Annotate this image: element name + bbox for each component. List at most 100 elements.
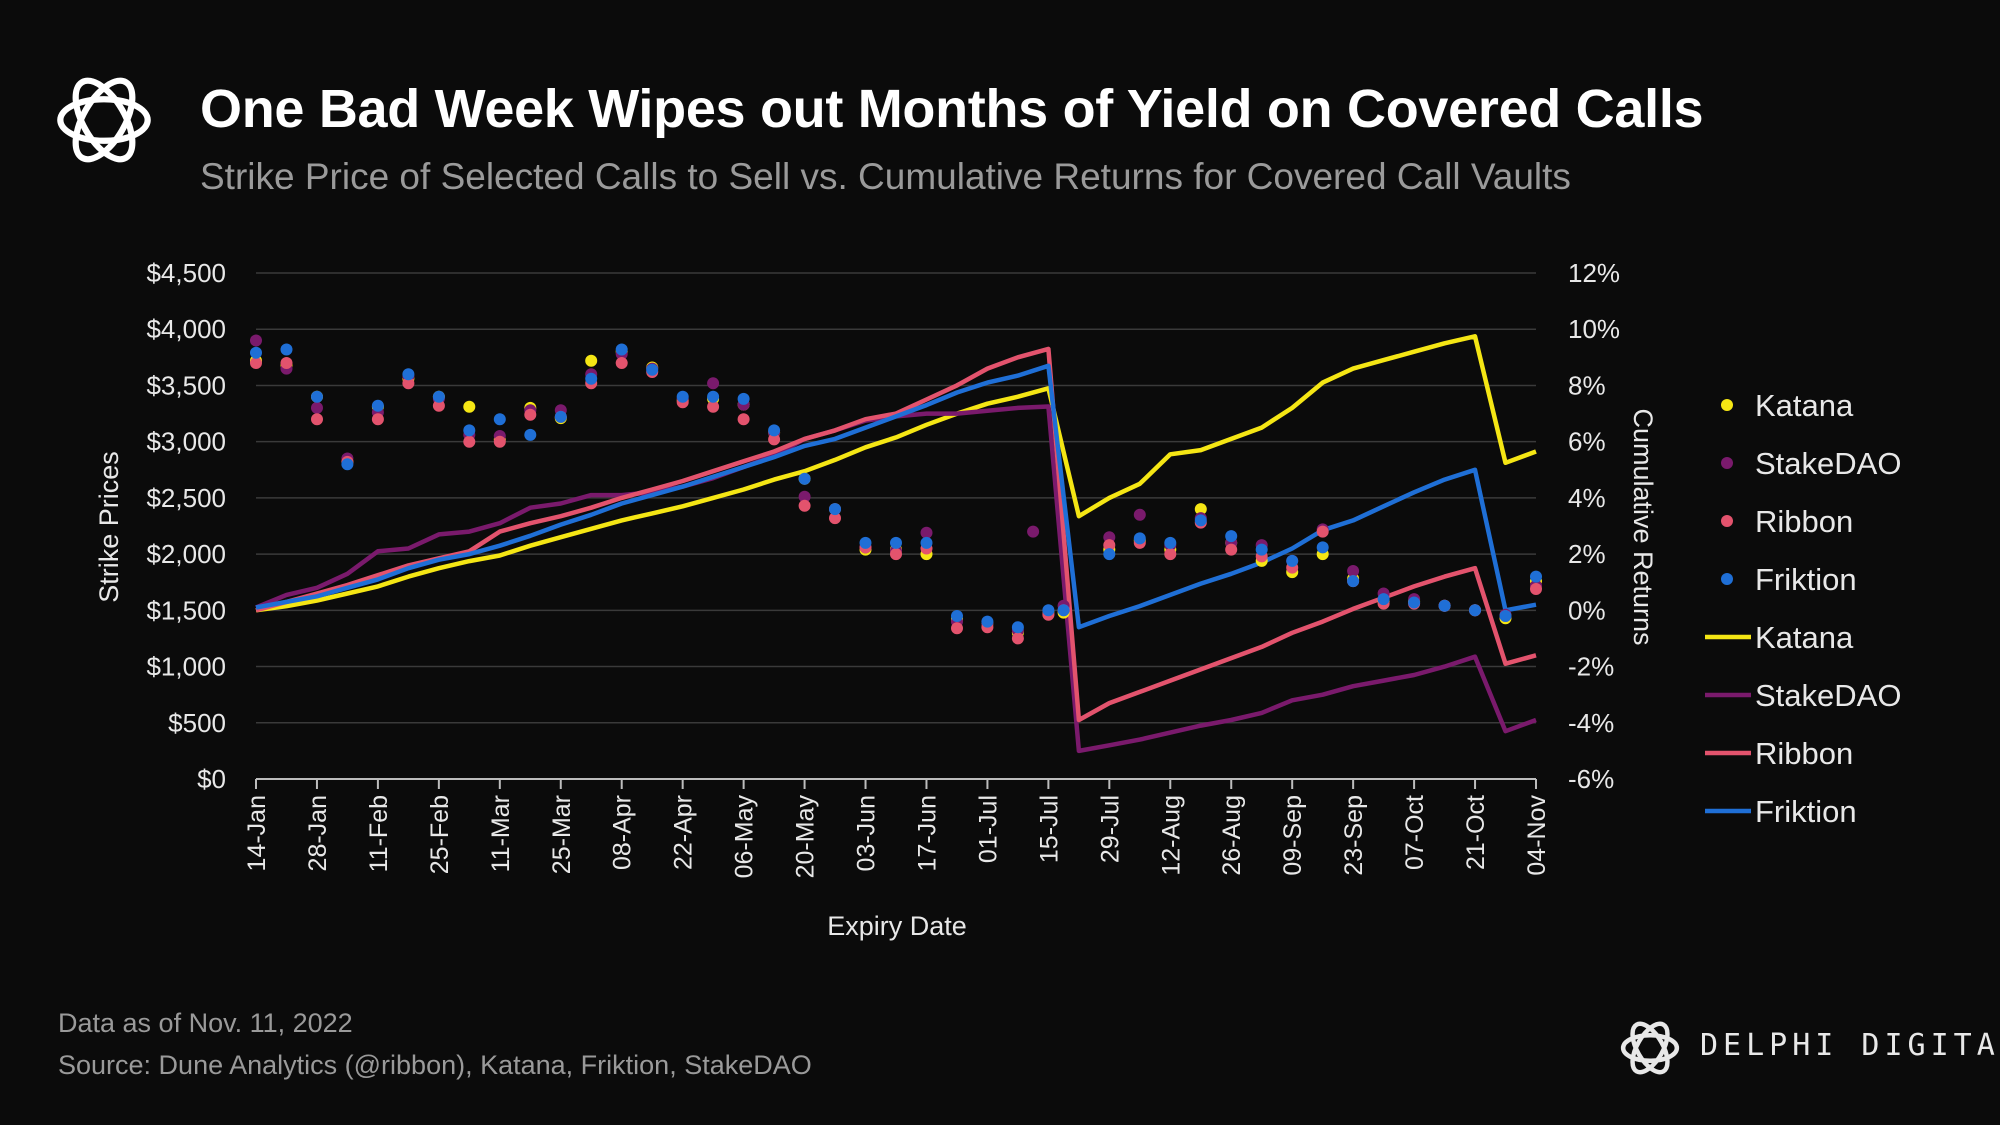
legend-marker <box>1721 573 1733 585</box>
scatter-point-friktion <box>737 392 750 405</box>
scatter-point-friktion <box>493 413 506 426</box>
y-right-tick-label: -2% <box>1568 652 1614 682</box>
y-right-tick-label: 8% <box>1568 370 1606 400</box>
scatter-point-ribbon <box>1164 548 1177 561</box>
scatter-point-friktion <box>1042 604 1055 617</box>
y-right-tick-label: 2% <box>1568 539 1606 569</box>
y-axis-left-label: Strike Prices <box>94 451 124 603</box>
scatter-point-friktion <box>1057 604 1070 617</box>
y-right-tick-label: 12% <box>1568 258 1620 288</box>
scatter-point-katana <box>1194 503 1207 516</box>
x-tick-label: 08-Apr <box>609 795 637 870</box>
x-tick-label: 04-Nov <box>1523 795 1551 876</box>
y-left-tick-label: $4,000 <box>146 314 226 344</box>
page-title: One Bad Week Wipes out Months of Yield o… <box>200 79 1704 139</box>
scatter-point-friktion <box>463 424 476 437</box>
scatter-point-friktion <box>1347 575 1360 588</box>
delphi-knot-icon <box>1620 1021 1680 1075</box>
y-right-tick-label: 0% <box>1568 595 1606 625</box>
x-tick-label: 14-Jan <box>243 795 271 871</box>
scatter-point-friktion <box>920 536 933 549</box>
y-left-tick-label: $0 <box>197 764 226 794</box>
scatter-point-stakedao <box>920 526 933 539</box>
x-tick-label: 26-Aug <box>1218 795 1246 876</box>
scatter-point-ribbon <box>1011 632 1024 645</box>
scatter-point-ribbon <box>524 408 537 421</box>
x-tick-label: 23-Sep <box>1340 795 1368 876</box>
x-tick-label: 25-Mar <box>548 795 576 874</box>
series-line-katana <box>255 334 1537 613</box>
scatter-point-stakedao <box>798 490 811 503</box>
scatter-point-ribbon <box>311 413 323 426</box>
x-tick-label: 28-Jan <box>304 795 332 871</box>
brand-name: DELPHI DIGITAL <box>1700 1028 2000 1063</box>
scatter-point-ribbon <box>463 435 476 448</box>
scatter-point-friktion <box>798 472 811 485</box>
page-subtitle: Strike Price of Selected Calls to Sell v… <box>200 156 1571 197</box>
legend-label: Ribbon <box>1755 504 1853 539</box>
scatter-point-friktion <box>311 390 323 403</box>
scatter-point-stakedao <box>1347 565 1360 577</box>
scatter-point-friktion <box>890 536 902 549</box>
legend-label: StakeDAO <box>1755 446 1901 481</box>
y-left-tick-label: $1,000 <box>146 652 226 682</box>
scatter-point-ribbon <box>1103 539 1116 552</box>
scatter-point-friktion <box>646 363 659 376</box>
axes: $0 $500 $1,000 $1,500 $2,000 $2,500 $3,000 $3,5… <box>146 258 1620 878</box>
y-left-tick-label: $2,000 <box>146 539 226 569</box>
x-tick-label: 25-Feb <box>426 795 454 874</box>
y-left-tick-label: $4,500 <box>146 258 226 288</box>
scatter-point-ribbon <box>1530 583 1542 595</box>
scatter-series <box>250 334 1542 645</box>
y-right-tick-label: -6% <box>1568 764 1614 794</box>
x-axis-label: Expiry Date <box>827 911 967 941</box>
scatter-point-friktion <box>615 343 628 356</box>
y-right-tick-label: 10% <box>1568 314 1620 344</box>
scatter-point-friktion <box>250 346 262 359</box>
scatter-point-friktion <box>432 390 445 403</box>
scatter-point-friktion <box>1286 554 1299 567</box>
scatter-point-katana <box>585 354 598 367</box>
scatter-point-friktion <box>768 424 781 437</box>
scatter-point-friktion <box>676 390 689 403</box>
scatter-point-friktion <box>1011 621 1024 634</box>
scatter-point-friktion <box>585 372 598 385</box>
y-left-tick-label: $3,000 <box>146 427 226 457</box>
series-line-friktion <box>255 363 1537 630</box>
legend-label: Friktion <box>1755 794 1857 829</box>
scatter-point-ribbon <box>615 357 628 369</box>
scatter-point-stakedao <box>1133 508 1146 521</box>
scatter-point-stakedao <box>250 334 262 347</box>
scatter-point-ribbon <box>707 400 720 413</box>
x-tick-label: 07-Oct <box>1401 795 1429 870</box>
x-tick-label: 03-Jun <box>853 795 881 871</box>
scatter-point-ribbon <box>829 512 841 525</box>
scatter-point-ribbon <box>493 435 506 448</box>
footer-source-note: Source: Dune Analytics (@ribbon), Katana… <box>58 1050 812 1080</box>
legend-label: Katana <box>1755 620 1854 655</box>
scatter-point-friktion <box>341 458 354 471</box>
scatter-point-ribbon <box>371 413 384 426</box>
scatter-point-friktion <box>1103 548 1116 561</box>
legend-label: Friktion <box>1755 562 1857 597</box>
scatter-point-friktion <box>1133 532 1146 545</box>
scatter-point-ribbon <box>280 357 293 369</box>
x-tick-label: 20-May <box>792 795 820 879</box>
scatter-point-friktion <box>1164 536 1177 549</box>
y-left-tick-label: $3,500 <box>146 370 226 400</box>
scatter-point-ribbon <box>737 413 750 426</box>
legend: Katana StakeDAO Ribbon Friktion Katana Stake… <box>1705 388 1901 829</box>
scatter-point-ribbon <box>1225 543 1238 556</box>
scatter-point-friktion <box>981 615 994 628</box>
y-left-tick-label: $500 <box>168 708 226 738</box>
scatter-point-friktion <box>707 390 720 403</box>
scatter-point-friktion <box>1469 604 1481 617</box>
scatter-point-ribbon <box>250 357 262 369</box>
gridlines <box>256 272 1536 780</box>
scatter-point-friktion <box>1377 593 1390 606</box>
scatter-point-friktion <box>402 368 415 381</box>
legend-marker <box>1721 457 1733 469</box>
scatter-point-friktion <box>829 503 841 516</box>
y-left-tick-label: $2,500 <box>146 483 226 513</box>
scatter-point-katana <box>463 400 476 413</box>
